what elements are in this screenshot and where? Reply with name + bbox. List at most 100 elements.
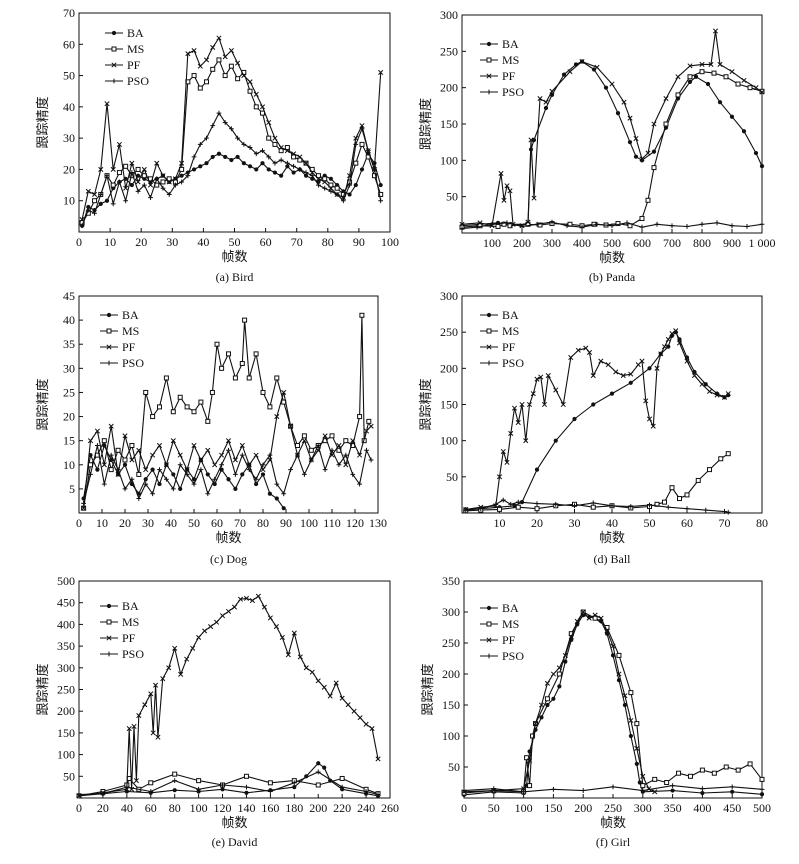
data-point <box>253 104 259 110</box>
data-point <box>110 201 116 207</box>
data-point <box>498 170 504 176</box>
data-point <box>266 154 272 160</box>
data-point <box>205 418 211 424</box>
data-point <box>359 123 365 129</box>
x-tick-label: 100 <box>381 235 399 249</box>
data-point <box>191 154 197 160</box>
legend-marker <box>486 57 492 63</box>
data-point <box>640 783 646 789</box>
legend-marker <box>486 360 492 366</box>
data-point <box>202 628 208 634</box>
data-point <box>272 160 278 166</box>
series-pf <box>461 609 658 795</box>
data-point <box>759 89 765 95</box>
data-point <box>531 137 537 143</box>
data-point <box>129 170 135 175</box>
x-tick-label: 50 <box>188 516 200 530</box>
data-point <box>521 789 526 795</box>
data-point <box>278 144 284 151</box>
data-point <box>166 179 172 185</box>
y-tick-label: 250 <box>440 325 458 339</box>
data-point <box>216 35 222 41</box>
data-point <box>191 73 197 79</box>
legend-label: PSO <box>122 647 144 661</box>
series-line-pso <box>78 771 379 796</box>
data-point <box>235 154 240 160</box>
y-tick-label: 20 <box>63 162 75 176</box>
data-point <box>219 365 225 371</box>
x-tick-label: 200 <box>309 801 327 815</box>
data-point <box>363 428 370 434</box>
data-point <box>511 405 518 411</box>
data-point <box>309 170 315 176</box>
legend-entry: PF <box>100 340 136 354</box>
series-line-pso <box>83 444 372 504</box>
data-point <box>110 166 116 172</box>
data-point <box>351 708 357 714</box>
data-point <box>136 471 142 477</box>
data-point <box>567 69 573 75</box>
data-point <box>478 506 484 512</box>
data-point <box>266 119 272 126</box>
data-point <box>500 497 506 503</box>
legend-entry: BA <box>480 308 519 322</box>
data-point <box>562 652 568 658</box>
data-point <box>725 391 731 397</box>
data-point <box>369 726 375 732</box>
data-point <box>684 506 690 512</box>
legend-marker <box>106 328 112 334</box>
y-tick-label: 450 <box>57 596 75 610</box>
data-point <box>721 394 728 400</box>
data-point <box>343 452 349 458</box>
data-point <box>98 192 104 197</box>
data-point <box>691 373 698 379</box>
data-point <box>129 442 135 448</box>
x-tick-label: 180 <box>285 801 303 815</box>
data-point <box>123 198 129 204</box>
x-tick-label: 130 <box>369 516 387 530</box>
data-point <box>108 467 114 473</box>
data-point <box>94 428 100 434</box>
data-point <box>267 780 273 786</box>
data-point <box>235 60 241 66</box>
legend-marker <box>486 344 492 350</box>
chart-panel: 10 20 30 40 50 60 70 80 50 100 150 200 250 300 帧数 跟踪精度 (… <box>418 289 768 566</box>
data-point <box>741 77 747 83</box>
data-point <box>166 176 172 182</box>
data-point <box>285 652 291 658</box>
data-point <box>378 191 384 197</box>
x-tick-label: 120 <box>346 516 364 530</box>
data-point <box>322 179 328 185</box>
data-point <box>622 702 628 708</box>
data-point <box>222 54 228 60</box>
data-point <box>372 167 377 172</box>
data-point <box>665 504 671 510</box>
data-point <box>160 173 166 179</box>
data-point <box>220 787 225 792</box>
data-point <box>722 509 727 514</box>
data-point <box>101 481 107 487</box>
data-point <box>687 773 693 779</box>
data-point <box>530 733 536 739</box>
x-tick-label: 0 <box>76 235 82 249</box>
x-tick-label: 40 <box>165 516 177 530</box>
data-point <box>364 447 369 453</box>
x-axis-label: 帧数 <box>599 530 625 545</box>
data-point <box>504 220 510 226</box>
data-point <box>627 115 633 121</box>
data-point <box>677 496 682 502</box>
data-point <box>350 472 356 477</box>
data-point <box>284 160 290 166</box>
data-point <box>129 476 135 482</box>
data-point <box>143 467 149 473</box>
data-point <box>129 457 135 463</box>
data-point <box>279 634 285 640</box>
data-point <box>191 47 197 54</box>
data-point <box>693 74 699 79</box>
data-point <box>560 401 566 408</box>
data-point <box>365 148 371 154</box>
data-point <box>260 148 265 154</box>
data-point <box>474 224 480 230</box>
y-tick-label: 45 <box>63 289 75 303</box>
data-point <box>378 69 384 75</box>
